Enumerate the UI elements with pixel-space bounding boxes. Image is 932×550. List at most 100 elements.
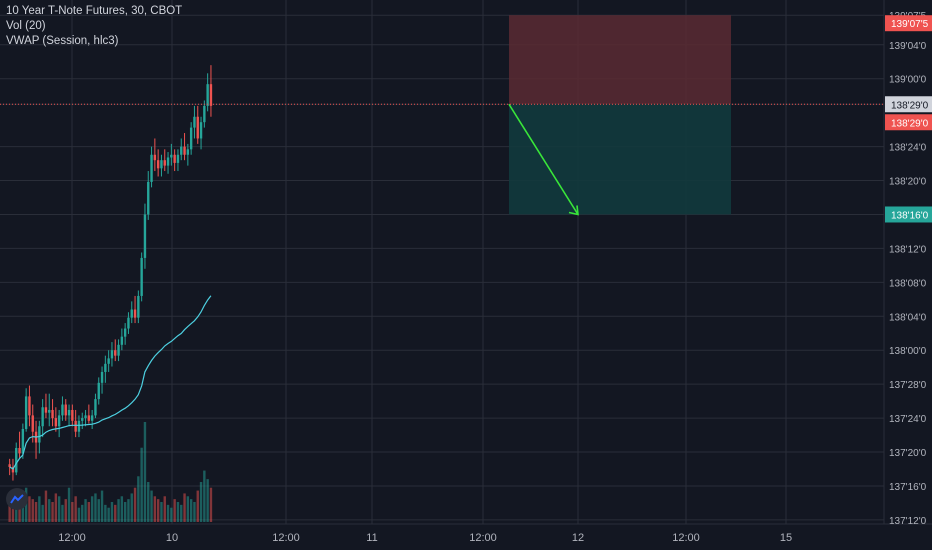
time-tick-label: 15	[780, 532, 792, 544]
candle-body	[170, 154, 173, 158]
volume-bar	[117, 499, 120, 522]
volume-bar	[120, 496, 124, 522]
volume-bar	[100, 490, 104, 522]
volume-bar	[180, 504, 183, 522]
stop-price-label: 139'07'5	[891, 19, 929, 30]
volume-bar	[11, 502, 15, 522]
candle-body	[203, 105, 206, 123]
candle-body	[31, 415, 34, 432]
candle-body	[90, 415, 94, 421]
candle-body	[41, 407, 44, 427]
vwap-indicator-label[interactable]: VWAP (Session, hlc3)	[6, 35, 119, 47]
candle-body	[127, 317, 130, 329]
candle-body	[54, 418, 58, 427]
candle-body	[206, 84, 209, 106]
volume-bar	[209, 487, 213, 522]
volume-bar	[166, 504, 170, 522]
volume-bar	[189, 499, 193, 522]
candle-body	[209, 84, 213, 106]
time-axis-panel	[0, 524, 932, 550]
stop-price-label-bg	[885, 15, 932, 32]
volume-bar	[137, 476, 140, 522]
volume-bar	[74, 496, 77, 522]
candle-body	[104, 363, 107, 372]
candle-body	[74, 420, 77, 432]
volume-bar	[44, 490, 48, 522]
volume-bar	[160, 502, 163, 522]
candle-body	[133, 309, 137, 318]
candle-body	[100, 371, 104, 383]
candle-body	[61, 404, 64, 416]
tradingview-logo-icon[interactable]	[6, 488, 28, 510]
candle-body	[120, 336, 124, 345]
volume-bar	[147, 482, 150, 522]
stop-loss-zone	[509, 15, 731, 105]
price-tick-label: 137'16'0	[889, 482, 927, 493]
candle-body	[51, 409, 54, 419]
candle-body	[94, 399, 97, 416]
candle-body	[137, 295, 140, 318]
time-tick-label: 11	[366, 532, 377, 544]
volume-bar	[64, 499, 67, 522]
candle-body	[18, 447, 21, 454]
candle-body	[64, 404, 67, 416]
arrow-head	[568, 205, 579, 216]
volume-bar	[87, 502, 91, 522]
volume-bar	[31, 499, 34, 522]
volume-bar	[77, 507, 81, 522]
candle-body	[15, 447, 18, 473]
volume-bar	[123, 502, 127, 522]
chart-legend: 10 Year T-Note Futures, 30, CBOT Vol (20…	[6, 4, 182, 49]
volume-bar	[206, 479, 209, 522]
price-tick-label: 139'00'0	[889, 75, 927, 86]
candle-body	[48, 409, 51, 413]
target-price-label: 138'16'0	[891, 210, 929, 221]
price-tick-label: 138'12'0	[889, 244, 927, 255]
price-tick-label: 138'04'0	[889, 312, 927, 323]
candle-body	[71, 409, 74, 421]
candle-body	[8, 464, 11, 467]
volume-bar	[38, 496, 41, 522]
candle-body	[117, 344, 120, 356]
price-tick-label: 138'00'0	[889, 346, 927, 357]
candle-body	[163, 160, 166, 166]
candle-body	[186, 149, 190, 155]
volume-bar	[203, 470, 206, 522]
volume-bar	[57, 496, 61, 522]
time-tick-label: 12	[572, 532, 584, 544]
volume-indicator-label[interactable]: Vol (20)	[6, 20, 46, 32]
price-tick-label: 138'20'0	[889, 177, 927, 188]
volume-bar	[163, 496, 166, 522]
price-tick-label: 138'08'0	[889, 278, 927, 289]
price-tick-label: 137'28'0	[889, 380, 927, 391]
arrow-shaft	[508, 103, 579, 215]
volume-bars	[8, 422, 213, 522]
price-tick-label: 137'20'0	[889, 448, 927, 459]
candle-body	[28, 396, 31, 416]
volume-bar	[54, 493, 58, 522]
volume-bar	[156, 499, 160, 522]
vwap-line	[9, 295, 212, 470]
candle-body	[107, 358, 110, 364]
volume-bar	[110, 502, 114, 522]
candle-body	[183, 146, 186, 155]
candle-body	[38, 426, 41, 443]
candle-body	[180, 146, 183, 155]
volume-bar	[193, 502, 196, 522]
volume-bar	[81, 504, 84, 522]
volume-bar	[127, 499, 130, 522]
candle-body	[44, 407, 48, 413]
candle-body	[110, 350, 114, 359]
volume-bar	[67, 487, 71, 522]
candle-body	[160, 160, 163, 169]
symbol-title[interactable]: 10 Year T-Note Futures, 30, CBOT	[6, 5, 183, 17]
time-tick-label: 12:00	[469, 532, 497, 544]
price-axis-panel	[884, 0, 932, 524]
volume-bar	[94, 493, 97, 522]
volume-bar	[140, 447, 143, 522]
volume-bar	[104, 504, 107, 522]
volume-bar	[143, 422, 147, 522]
current-price-label: 138'29'0	[891, 100, 929, 111]
candle-body	[77, 420, 81, 432]
